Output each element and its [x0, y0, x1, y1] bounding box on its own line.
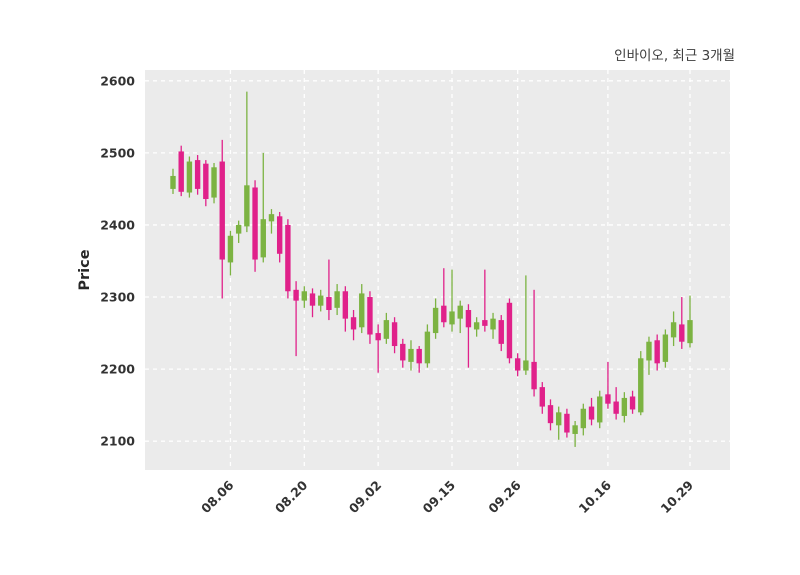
candle-body: [408, 348, 414, 362]
x-tick-label: 08.20: [272, 477, 311, 516]
candle-body: [268, 214, 275, 222]
candle-body: [227, 235, 234, 263]
candle-body: [572, 425, 578, 434]
candle-body: [400, 343, 406, 361]
x-tick-label: 08.06: [198, 477, 237, 516]
candle-body: [342, 291, 349, 319]
candle-body: [465, 310, 472, 328]
candle-body: [638, 358, 644, 413]
candle-body: [301, 291, 308, 301]
candle-body: [375, 333, 381, 341]
candle-body: [523, 360, 529, 371]
candle-body: [326, 297, 332, 310]
candle-body: [432, 307, 439, 334]
candle-body: [629, 396, 636, 410]
candle-body: [285, 224, 291, 292]
candle-body: [539, 387, 545, 407]
y-tick-label: 2300: [100, 290, 135, 305]
candle-body: [654, 340, 660, 364]
candle-body: [219, 161, 225, 260]
candle-body: [211, 167, 217, 198]
chart-title: 인바이오, 최근 3개월: [614, 48, 735, 64]
candle-body: [613, 401, 619, 414]
x-tick-label: 09.26: [485, 477, 524, 516]
candle-body: [186, 161, 193, 193]
candle-body: [621, 397, 628, 416]
y-tick-label: 2600: [100, 73, 135, 88]
candle-body: [367, 297, 373, 335]
candle-body: [597, 396, 603, 423]
y-tick-label: 2200: [100, 362, 135, 377]
candle-body: [547, 405, 554, 424]
candle-body: [235, 224, 242, 234]
candle-body: [391, 322, 398, 347]
x-tick-label: 09.15: [420, 478, 459, 517]
candle-body: [482, 320, 488, 326]
candle-body: [416, 348, 422, 364]
candle-body: [194, 160, 201, 189]
candle-body: [490, 318, 496, 330]
y-tick-label: 2100: [100, 434, 135, 449]
candle-body: [260, 219, 266, 258]
candle-body: [588, 406, 595, 420]
candle-body: [457, 305, 463, 319]
candle-body: [564, 413, 570, 433]
candle-body: [605, 394, 611, 404]
candle-body: [514, 358, 521, 371]
candle-body: [293, 289, 299, 301]
candle-body: [309, 293, 316, 306]
candle-body: [449, 311, 455, 325]
candle-body: [506, 302, 513, 359]
candle-body: [662, 334, 669, 362]
candle-body: [687, 320, 693, 344]
x-tick-label: 09.02: [346, 478, 385, 517]
candle-body: [670, 322, 677, 338]
candle-body: [178, 151, 184, 192]
candle-body: [318, 295, 324, 306]
candle-body: [679, 324, 685, 342]
candle-body: [350, 317, 357, 330]
candle-body: [473, 322, 480, 330]
candle-body: [276, 216, 283, 254]
x-tick-label: 10.29: [658, 478, 697, 517]
candle-body: [170, 175, 176, 189]
candle-body: [359, 293, 365, 328]
candle-body: [580, 408, 587, 429]
candle-body: [555, 412, 562, 426]
x-tick-label: 10.16: [575, 477, 614, 516]
candle-body: [646, 341, 652, 361]
y-tick-label: 2400: [100, 217, 135, 232]
candle-body: [252, 187, 258, 260]
candle-body: [244, 185, 250, 227]
candle-body: [203, 163, 209, 200]
candle-body: [334, 291, 340, 308]
candle-body: [383, 320, 390, 339]
candle-body: [498, 320, 504, 344]
y-tick-label: 2500: [100, 145, 135, 160]
candle-body: [531, 361, 537, 390]
candle-body: [441, 305, 447, 323]
candle-body: [424, 331, 431, 364]
